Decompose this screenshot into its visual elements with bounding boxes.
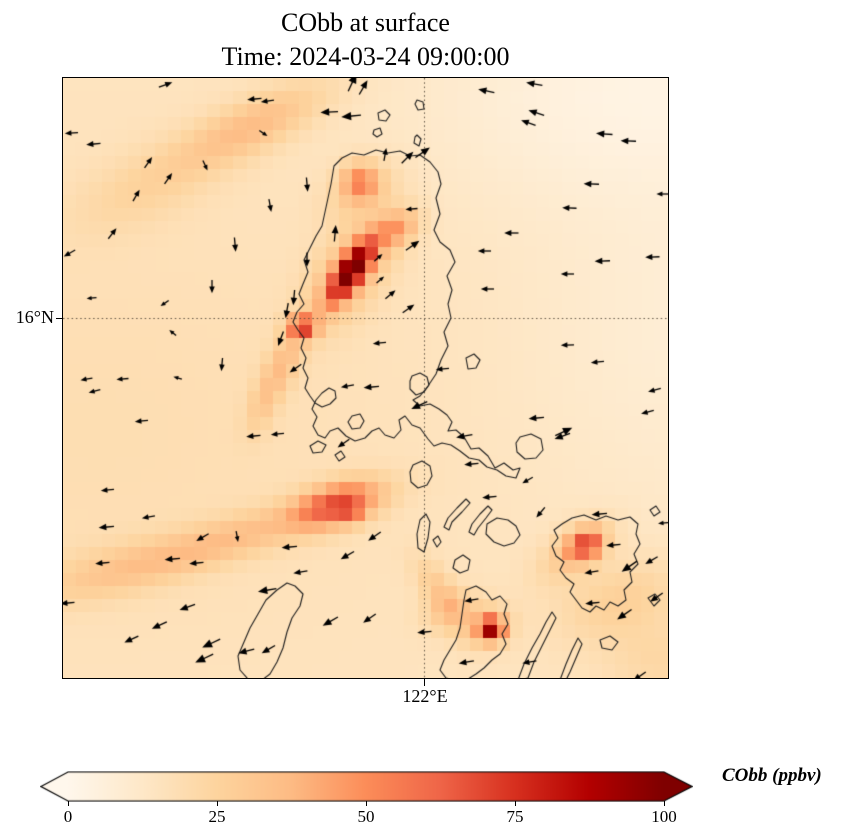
colorbar-tick-label: 100 [651,807,677,826]
colorbar-tick-label: 25 [208,807,226,826]
x-axis-tick-mark [424,679,425,686]
colorbar-tick-mark [515,801,516,806]
colorbar-tick-label: 50 [357,807,375,826]
colorbar [40,771,693,802]
y-axis-tick-mark [56,318,63,319]
colorbar-tick-label: 75 [506,807,524,826]
map-plot-area [62,77,669,679]
colorbar-tick-mark [664,801,665,806]
chart-title: CObb at surface [281,8,450,37]
colorbar-label: CObb (ppbv) [722,765,822,786]
colorbar-tick-mark [68,801,69,806]
colorbar-tick-mark [217,801,218,806]
x-axis-tick-label: 122°E [402,686,448,706]
map-canvas [63,78,668,678]
colorbar-ticks: 0 25 50 75 100 [40,801,693,833]
chart-subtitle: Time: 2024-03-24 09:00:00 [221,42,510,71]
colorbar-tick-mark [366,801,367,806]
y-axis-tick-label: 16°N [15,307,54,327]
colorbar-tick-label: 0 [63,807,73,826]
